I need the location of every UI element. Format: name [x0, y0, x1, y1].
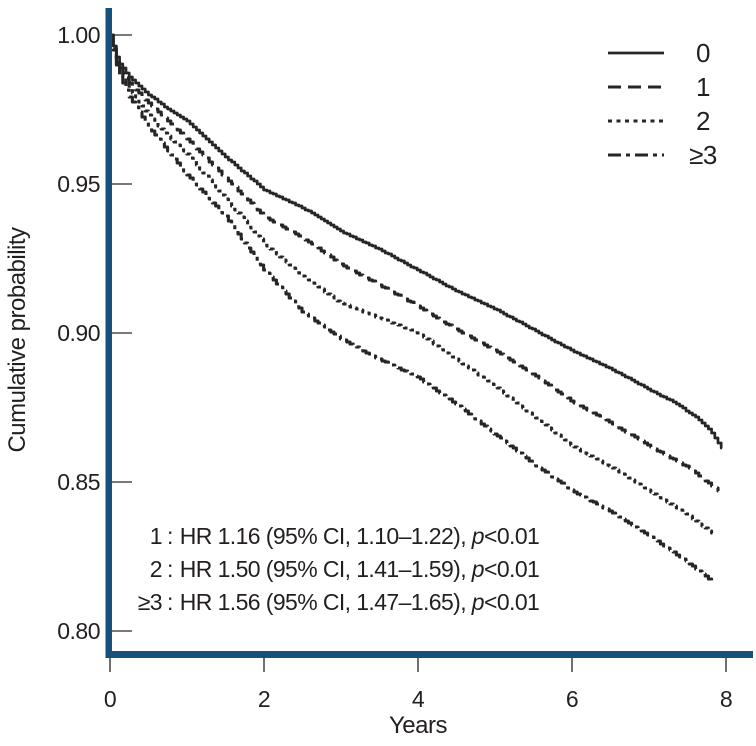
annotation-group-label: ≥3: [137, 589, 163, 615]
legend-label-2: 2: [696, 106, 710, 136]
y-tick-label: 0.85: [57, 469, 100, 495]
annotation-group-label: 1: [149, 523, 163, 549]
hr-annotation-row: 1: HR 1.16 (95% CI, 1.10–1.22), p<0.01: [116, 520, 540, 553]
annotation-p-value: <0.01: [484, 523, 540, 549]
annotation-p-value: <0.01: [484, 589, 540, 615]
curve-0: [110, 33, 723, 450]
annotation-p-italic: p: [471, 589, 485, 615]
annotation-colon: :: [167, 556, 173, 582]
curve-1: [110, 33, 720, 493]
curve-≥3: [110, 33, 715, 583]
hr-annotation-row: 2: HR 1.50 (95% CI, 1.41–1.59), p<0.01: [116, 553, 540, 586]
y-tick-label: 0.80: [57, 618, 100, 644]
y-tick-label: 0.90: [57, 320, 100, 346]
y-axis-title: Cumulative probability: [4, 227, 31, 453]
annotation-hr-text: HR 1.16 (95% CI, 1.10–1.22),: [179, 523, 472, 549]
annotation-p-italic: p: [471, 556, 485, 582]
curve-2: [110, 33, 715, 535]
x-tick-label: 4: [412, 686, 425, 712]
x-tick-label: 8: [720, 686, 732, 712]
y-axis-line: [105, 8, 112, 658]
legend-label-0: 0: [696, 38, 710, 68]
x-tick-label: 6: [566, 686, 578, 712]
hr-annotation-row: ≥3: HR 1.56 (95% CI, 1.47–1.65), p<0.01: [116, 586, 540, 619]
annotation-hr-text: HR 1.56 (95% CI, 1.47–1.65),: [179, 589, 472, 615]
x-axis-line: [105, 651, 753, 658]
annotation-hr-text: HR 1.50 (95% CI, 1.41–1.59),: [179, 556, 472, 582]
annotation-colon: :: [167, 523, 173, 549]
legend-label-1: 1: [696, 72, 710, 102]
y-tick-label: 1.00: [57, 22, 100, 48]
x-axis-title: Years: [389, 712, 448, 739]
legend-label-≥3: ≥3: [689, 140, 717, 170]
annotation-p-italic: p: [471, 523, 485, 549]
x-tick-label: 0: [104, 686, 116, 712]
annotation-group-label: 2: [149, 556, 163, 582]
hr-annotation-block: 1: HR 1.16 (95% CI, 1.10–1.22), p<0.01 2: H…: [116, 520, 540, 619]
annotation-colon: :: [167, 589, 173, 615]
x-tick-label: 2: [258, 686, 270, 712]
annotation-p-value: <0.01: [484, 556, 540, 582]
y-tick-label: 0.95: [57, 171, 100, 197]
